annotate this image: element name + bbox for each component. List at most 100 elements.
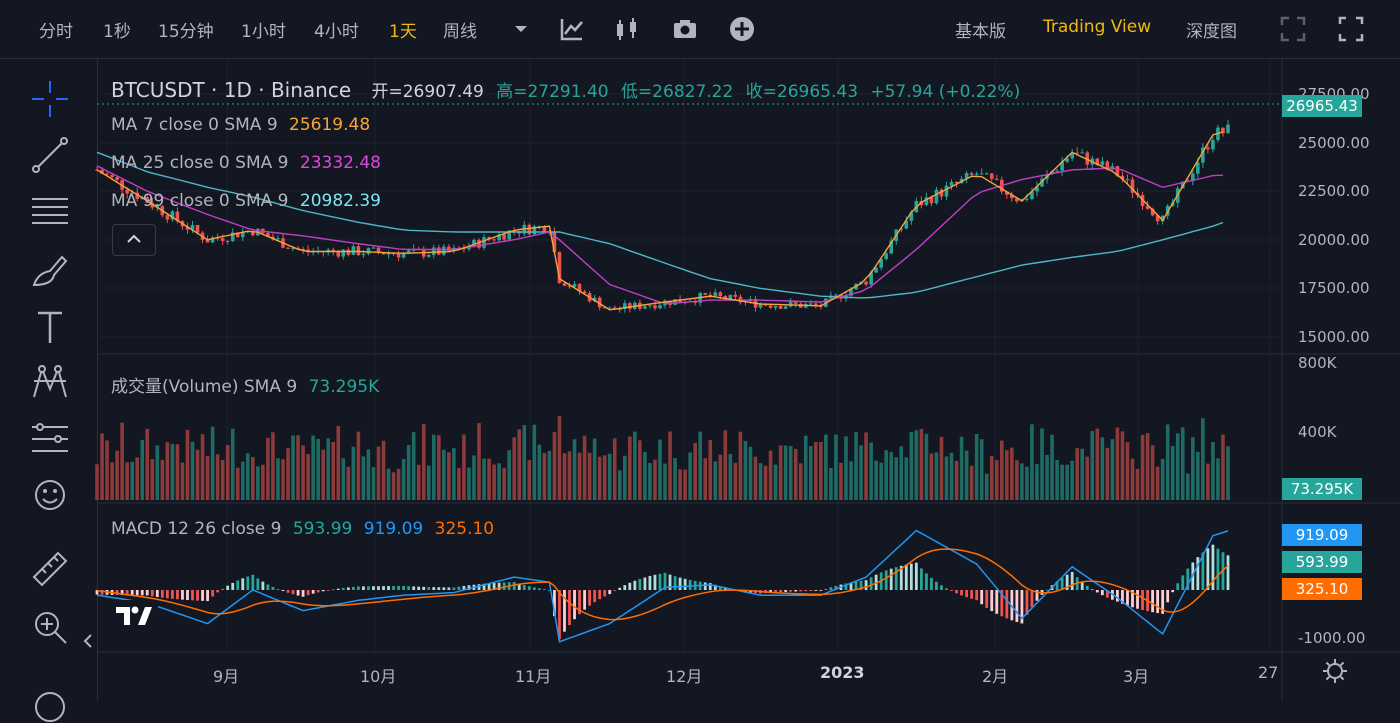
- projection-icon[interactable]: [28, 417, 72, 461]
- interval-1h[interactable]: 1小时: [241, 22, 286, 42]
- ohlc-high: 高=27291.40: [496, 82, 609, 102]
- macd-hist-bar: [563, 590, 566, 632]
- interval-1d[interactable]: 1天: [389, 22, 417, 42]
- candle-body: [1005, 191, 1009, 195]
- macd-hist-bar: [859, 580, 863, 590]
- interval-timeline[interactable]: 分时: [39, 22, 73, 42]
- macd-hist-bar: [457, 586, 461, 590]
- macd-hist-badge: 593.99: [1282, 551, 1362, 573]
- macd-hist-bar: [583, 590, 586, 610]
- ma99-legend[interactable]: MA 99 close 0 SMA 9 20982.39: [111, 191, 387, 211]
- candle-body: [396, 254, 401, 258]
- volume-bar: [969, 465, 974, 500]
- expand-icon[interactable]: [1278, 14, 1308, 44]
- candle-body: [110, 174, 114, 178]
- candle-body: [1150, 208, 1155, 216]
- candle-body: [502, 234, 506, 240]
- macd-hist-bar: [653, 574, 657, 590]
- volume-bar: [808, 446, 813, 500]
- macd-signal-value: 325.10: [434, 519, 495, 539]
- candle-body: [361, 253, 366, 256]
- macd-hist-bar: [392, 586, 395, 590]
- ma7-legend[interactable]: MA 7 close 0 SMA 9 25619.48: [111, 115, 376, 135]
- volume-bar: [884, 450, 888, 500]
- macd-hist-bar: [181, 590, 184, 600]
- volume-bar: [517, 429, 522, 500]
- macd-hist-bar: [120, 590, 124, 596]
- view-basic[interactable]: 基本版: [955, 22, 1006, 42]
- time-tick: 12月: [666, 667, 703, 686]
- time-tick-year: 2023: [820, 663, 865, 682]
- emoji-icon[interactable]: [28, 473, 72, 517]
- volume-badge: 73.295K: [1282, 478, 1362, 500]
- volume-bar: [623, 455, 627, 500]
- volume-bar: [803, 435, 808, 500]
- macd-lines: [96, 529, 1229, 643]
- volume-bar: [1120, 431, 1125, 500]
- candle-body: [210, 237, 215, 243]
- candle-body: [944, 185, 949, 197]
- volume-bar: [939, 436, 944, 500]
- candle-body: [994, 178, 999, 180]
- fib-lines-icon[interactable]: [28, 191, 72, 235]
- view-depth[interactable]: 深度图: [1186, 22, 1237, 42]
- macd-legend[interactable]: MACD 12 26 close 9 593.99 919.09 325.10: [111, 519, 500, 539]
- macd-hist-bar: [155, 590, 159, 598]
- interval-1s[interactable]: 1秒: [103, 22, 131, 42]
- interval-1w[interactable]: 周线: [443, 22, 477, 42]
- volume-value: 73.295K: [308, 377, 380, 397]
- macd-hist-bar: [683, 578, 687, 590]
- volume-bar: [1145, 433, 1150, 500]
- settings-icon[interactable]: [1320, 656, 1350, 686]
- add-icon[interactable]: [727, 14, 757, 44]
- ruler-icon[interactable]: [28, 547, 72, 591]
- macd-hist-bar: [246, 576, 250, 590]
- candle-body: [909, 212, 914, 221]
- macd-hist-bar: [241, 578, 245, 590]
- volume-legend[interactable]: 成交量(Volume) SMA 9 73.295K: [111, 372, 385, 397]
- trend-line-icon[interactable]: [28, 133, 72, 177]
- candle-body: [758, 304, 763, 308]
- macd-hist-bar: [713, 584, 717, 590]
- indicators-icon[interactable]: [557, 14, 587, 44]
- candle-body: [175, 211, 180, 222]
- candle-body: [1221, 127, 1225, 134]
- chevron-down-icon[interactable]: [506, 14, 536, 44]
- ma25-value: 23332.48: [299, 153, 381, 173]
- candle-body: [542, 226, 547, 233]
- candles-icon[interactable]: [612, 14, 642, 44]
- macd-hist-bar: [266, 584, 270, 590]
- candle-body: [1120, 175, 1125, 180]
- candle-body: [623, 303, 627, 310]
- macd-hist-bar: [935, 581, 938, 590]
- volume-bar: [1201, 418, 1205, 500]
- candle-body: [331, 249, 336, 252]
- pattern-icon[interactable]: [28, 361, 72, 405]
- volume-bar: [225, 445, 230, 500]
- volume-bar: [994, 460, 999, 500]
- volume-bar: [492, 464, 496, 500]
- chart-canvas[interactable]: [0, 0, 1400, 701]
- interval-4h[interactable]: 4小时: [314, 22, 359, 42]
- interval-15m[interactable]: 15分钟: [158, 22, 214, 42]
- candle-body: [1010, 194, 1014, 199]
- macd-hist-bar: [377, 586, 380, 590]
- fullscreen-icon[interactable]: [1336, 14, 1366, 44]
- candle-body: [814, 303, 818, 306]
- candle-body: [195, 224, 200, 233]
- macd-hist-bar: [522, 585, 526, 590]
- macd-hist-bar: [291, 590, 295, 595]
- macd-hist-bar: [296, 590, 300, 596]
- text-icon[interactable]: [28, 305, 72, 349]
- ma25-legend[interactable]: MA 25 close 0 SMA 9 23332.48: [111, 153, 387, 173]
- macd-hist-bar: [648, 576, 652, 590]
- view-tradingview[interactable]: Trading View: [1043, 17, 1152, 37]
- camera-icon[interactable]: [670, 14, 700, 44]
- brush-icon[interactable]: [28, 249, 72, 293]
- collapse-toolbar-icon[interactable]: [82, 633, 94, 649]
- zoom-in-icon[interactable]: [28, 605, 72, 649]
- candle-body: [607, 307, 612, 309]
- volume-tick: 800K: [1298, 354, 1337, 372]
- collapse-legend-button[interactable]: [112, 224, 156, 256]
- crosshair-icon[interactable]: [28, 77, 72, 121]
